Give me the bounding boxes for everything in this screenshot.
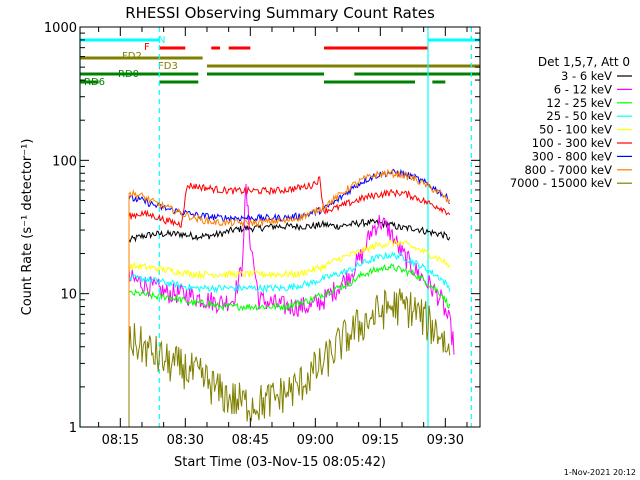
series-line-0	[128, 218, 451, 427]
legend-header: Det 1,5,7, Att 0	[538, 55, 630, 69]
chart-title: RHESSI Observing Summary Count Rates	[125, 4, 435, 22]
series-line-8	[128, 288, 451, 427]
y-tick-label: 1000	[44, 21, 77, 36]
y-tick-label: 1	[69, 421, 77, 436]
legend-label: 25 - 50 keV	[546, 109, 612, 123]
legend-label: 3 - 6 keV	[561, 69, 612, 83]
legend-label: 6 - 12 keV	[554, 82, 612, 96]
x-tick-label: 08:30	[167, 433, 204, 448]
flag-bar-label: N	[158, 35, 165, 46]
series-line-7	[128, 168, 451, 427]
footer-timestamp: 1-Nov-2021 20:12	[564, 468, 636, 477]
legend-label: 50 - 100 keV	[539, 123, 612, 137]
y-axis-label: Count Rate (s⁻¹ detector⁻¹)	[20, 139, 35, 316]
legend-label: 12 - 25 keV	[546, 96, 612, 110]
x-axis-label: Start Time (03-Nov-15 08:05:42)	[174, 455, 386, 470]
y-tick-label: 10	[60, 288, 77, 303]
x-tick-label: 08:15	[102, 433, 139, 448]
plot-series	[79, 27, 472, 427]
legend-label: 100 - 300 keV	[532, 136, 612, 150]
y-tick-label: 100	[52, 154, 77, 169]
legend-label: 800 - 7000 keV	[524, 163, 612, 177]
legend-label: 300 - 800 keV	[532, 149, 612, 163]
flag-bar-label: FD2	[122, 51, 142, 62]
flag-bar-label: RD6	[84, 77, 105, 88]
x-tick-label: 09:00	[297, 433, 334, 448]
axes: 1 10 100 1000 08:15 08:30 08:45 09:00 09:15 09:30	[44, 21, 480, 448]
legend-label: 7000 - 15000 keV	[510, 176, 612, 190]
series-line-3	[128, 251, 451, 427]
flag-bar-label: F	[144, 42, 150, 53]
plot-frame	[79, 26, 481, 428]
series-line-4	[128, 237, 451, 427]
series-line-5	[128, 176, 451, 427]
series-line-2	[128, 262, 451, 427]
flag-bar-label: FD3	[158, 61, 178, 72]
x-tick-label: 09:30	[427, 433, 464, 448]
flag-bar-label: RD0	[118, 69, 139, 80]
x-tick-label: 08:45	[232, 433, 269, 448]
x-tick-label: 09:15	[362, 433, 399, 448]
